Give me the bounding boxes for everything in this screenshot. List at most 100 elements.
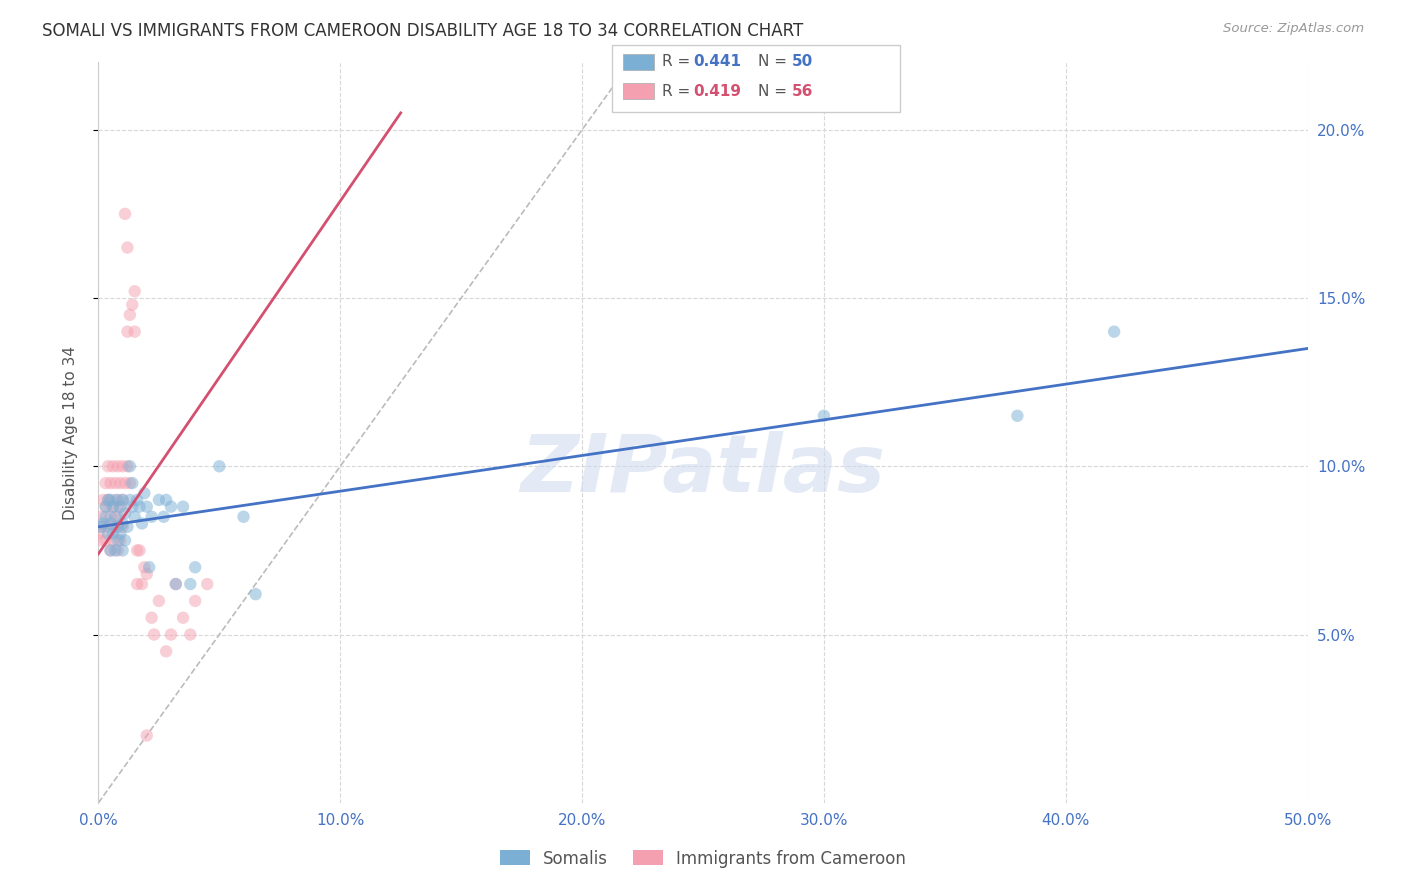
Immigrants from Cameroon [124,285,146,299]
Immigrants from Cameroon [101,459,124,474]
Immigrants from Cameroon [104,476,127,491]
Immigrants from Cameroon [172,610,194,624]
Immigrants from Cameroon [100,543,122,558]
Immigrants from Cameroon [91,520,114,534]
Immigrants from Cameroon [184,594,207,608]
Immigrants from Cameroon [160,627,183,641]
Immigrants from Cameroon [114,476,136,491]
Somalis [107,492,129,507]
Legend: Somalis, Immigrants from Cameroon: Somalis, Immigrants from Cameroon [491,841,915,876]
Somalis [114,533,136,548]
Immigrants from Cameroon [134,560,156,574]
Somalis [141,509,163,524]
Somalis [108,500,131,514]
Immigrants from Cameroon [148,594,170,608]
Somalis [155,492,177,507]
Immigrants from Cameroon [97,492,120,507]
Immigrants from Cameroon [100,476,122,491]
Immigrants from Cameroon [155,644,177,658]
Somalis [94,500,117,514]
Text: Source: ZipAtlas.com: Source: ZipAtlas.com [1223,22,1364,36]
Immigrants from Cameroon [143,627,166,641]
Somalis [148,492,170,507]
Somalis [114,507,136,521]
Somalis [245,587,267,601]
Text: SOMALI VS IMMIGRANTS FROM CAMEROON DISABILITY AGE 18 TO 34 CORRELATION CHART: SOMALI VS IMMIGRANTS FROM CAMEROON DISAB… [42,22,803,40]
Somalis [118,492,141,507]
Somalis [813,409,835,423]
Immigrants from Cameroon [111,459,134,474]
Immigrants from Cameroon [128,543,150,558]
Immigrants from Cameroon [118,476,141,491]
Immigrants from Cameroon [97,520,120,534]
Somalis [111,543,134,558]
Somalis [138,560,160,574]
Somalis [124,509,146,524]
Somalis [127,492,149,507]
Text: N =: N = [758,54,792,70]
Somalis [208,459,231,474]
Somalis [172,500,194,514]
Immigrants from Cameroon [97,459,120,474]
Somalis [91,516,114,531]
Somalis [104,509,127,524]
Immigrants from Cameroon [127,577,149,591]
Immigrants from Cameroon [101,500,124,514]
Immigrants from Cameroon [94,476,117,491]
Immigrants from Cameroon [121,298,143,312]
Somalis [118,459,141,474]
Immigrants from Cameroon [90,533,112,548]
Immigrants from Cameroon [131,577,153,591]
Text: ZIPatlas: ZIPatlas [520,431,886,508]
Somalis [232,509,254,524]
Somalis [135,500,157,514]
Somalis [121,476,143,491]
Somalis [160,500,183,514]
Y-axis label: Disability Age 18 to 34: Disability Age 18 to 34 [63,345,77,520]
Immigrants from Cameroon [107,459,129,474]
Somalis [100,492,122,507]
Text: 0.441: 0.441 [693,54,741,70]
Immigrants from Cameroon [87,526,110,541]
Immigrants from Cameroon [117,240,139,255]
Somalis [152,509,174,524]
Somalis [97,492,120,507]
Immigrants from Cameroon [107,509,129,524]
Immigrants from Cameroon [179,627,201,641]
Somalis [108,526,131,541]
Somalis [1007,409,1029,423]
Immigrants from Cameroon [111,492,134,507]
Text: 50: 50 [792,54,813,70]
Immigrants from Cameroon [94,533,117,548]
Immigrants from Cameroon [141,610,163,624]
Somalis [100,516,122,531]
Immigrants from Cameroon [165,577,187,591]
Immigrants from Cameroon [94,500,117,514]
Immigrants from Cameroon [117,325,139,339]
Somalis [121,500,143,514]
Immigrants from Cameroon [90,509,112,524]
Somalis [104,543,127,558]
Text: 0.419: 0.419 [693,84,741,99]
Immigrants from Cameroon [107,543,129,558]
Somalis [107,533,129,548]
Immigrants from Cameroon [127,543,149,558]
Somalis [101,526,124,541]
Immigrants from Cameroon [135,566,157,581]
Text: 56: 56 [792,84,813,99]
Somalis [107,520,129,534]
Immigrants from Cameroon [118,308,141,322]
Immigrants from Cameroon [114,207,136,221]
Immigrants from Cameroon [124,325,146,339]
Somalis [1102,325,1125,339]
Immigrants from Cameroon [101,533,124,548]
Immigrants from Cameroon [108,533,131,548]
Immigrants from Cameroon [195,577,218,591]
Somalis [97,526,120,541]
Immigrants from Cameroon [104,520,127,534]
Somalis [128,500,150,514]
Somalis [134,486,156,500]
Immigrants from Cameroon [104,492,127,507]
Immigrants from Cameroon [135,729,157,743]
Immigrants from Cameroon [111,520,134,534]
